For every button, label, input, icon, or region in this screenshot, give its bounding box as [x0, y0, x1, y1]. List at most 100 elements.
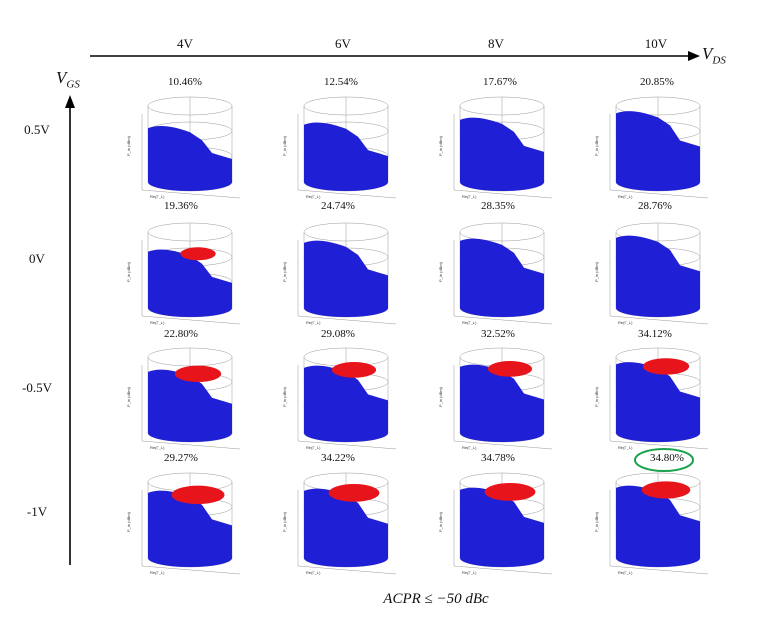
plot-x-label: Re(Γ_L) — [462, 320, 477, 325]
blue-surface-r1-c1 — [304, 240, 388, 317]
row-label-0v: 0V — [29, 251, 45, 266]
red-region-r2-c0 — [174, 365, 222, 383]
plot-y-label: P_in (dBm) — [126, 386, 131, 407]
blue-surface-r2-c0 — [148, 369, 232, 442]
efficiency-plot-r3-c2: P_in (dBm) Re(Γ_L) — [438, 472, 553, 575]
plot-y-label: P_in (dBm) — [126, 135, 131, 156]
blue-surface-r0-c3 — [616, 111, 700, 191]
plot-x-label: Re(Γ_L) — [306, 320, 321, 325]
efficiency-plot-r1-c0: P_in (dBm) Re(Γ_L) — [126, 222, 241, 325]
pct-label-r1-c0: 19.36% — [164, 200, 198, 212]
pct-label-r2-c0: 22.80% — [164, 328, 198, 340]
efficiency-plot-r0-c2: P_in (dBm) Re(Γ_L) — [438, 96, 553, 199]
plot-x-label: Re(Γ_L) — [306, 445, 321, 450]
column-label-8v: 8V — [488, 36, 504, 51]
plot-x-label: Re(Γ_L) — [306, 194, 321, 199]
plot-x-label: Re(Γ_L) — [150, 194, 165, 199]
efficiency-plot-r1-c1: P_in (dBm) Re(Γ_L) — [282, 222, 397, 325]
red-region-r3-c3 — [641, 481, 691, 499]
blue-surface-r1-c0 — [148, 249, 232, 317]
column-label-6v: 6V — [335, 36, 351, 51]
plot-x-label: Re(Γ_L) — [618, 320, 633, 325]
pct-label-r1-c2: 28.35% — [481, 200, 515, 212]
pct-label-r3-c1: 34.22% — [321, 452, 355, 464]
blue-surface-r3-c3 — [616, 485, 700, 567]
row-label-0-5v: 0.5V — [24, 122, 50, 137]
pct-label-r3-c3: 34.80% — [650, 452, 684, 464]
efficiency-plot-r2-c1: P_in (dBm) Re(Γ_L) — [282, 347, 397, 450]
red-region-r2-c3 — [642, 358, 690, 375]
red-region-r1-c0 — [180, 247, 216, 261]
red-region-r2-c1 — [331, 362, 377, 378]
blue-surface-r3-c1 — [304, 488, 388, 567]
pct-label-r2-c2: 32.52% — [481, 328, 515, 340]
plot-x-label: Re(Γ_L) — [462, 570, 477, 575]
plot-x-label: Re(Γ_L) — [462, 445, 477, 450]
plot-y-label: P_in (dBm) — [282, 135, 287, 156]
efficiency-plot-r2-c0: P_in (dBm) Re(Γ_L) — [126, 347, 241, 450]
plot-x-label: Re(Γ_L) — [618, 194, 633, 199]
efficiency-plot-r1-c2: P_in (dBm) Re(Γ_L) — [438, 222, 553, 325]
blue-surface-r3-c2 — [460, 487, 544, 567]
plot-y-label: P_in (dBm) — [594, 511, 599, 532]
plot-y-label: P_in (dBm) — [282, 386, 287, 407]
efficiency-plot-r3-c0: P_in (dBm) Re(Γ_L) — [126, 472, 241, 575]
column-label-10v: 10V — [644, 36, 668, 51]
red-region-r3-c2 — [484, 483, 536, 501]
efficiency-plot-r3-c1: P_in (dBm) Re(Γ_L) — [282, 472, 397, 575]
blue-surface-r1-c2 — [460, 238, 544, 317]
blue-surface-r3-c0 — [148, 490, 232, 567]
plot-x-label: Re(Γ_L) — [150, 570, 165, 575]
efficiency-plot-r2-c2: P_in (dBm) Re(Γ_L) — [438, 347, 553, 450]
plot-y-label: P_in (dBm) — [438, 135, 443, 156]
row-label-minus-0-5v: -0.5V — [22, 380, 52, 395]
pct-label-r0-c0: 10.46% — [168, 76, 202, 88]
blue-surface-r2-c3 — [616, 362, 700, 442]
efficiency-plot-r0-c3: P_in (dBm) Re(Γ_L) — [594, 96, 709, 199]
pct-label-r1-c3: 28.76% — [638, 200, 672, 212]
pct-label-r0-c3: 20.85% — [640, 76, 674, 88]
efficiency-plot-r1-c3: P_in (dBm) Re(Γ_L) — [594, 222, 709, 325]
pct-label-r0-c1: 12.54% — [324, 76, 358, 88]
vgs-axis-title: VGS — [56, 68, 80, 91]
plot-x-label: Re(Γ_L) — [618, 445, 633, 450]
pct-label-r3-c0: 29.27% — [164, 452, 198, 464]
blue-surface-r2-c1 — [304, 365, 388, 442]
plot-y-label: P_in (dBm) — [438, 511, 443, 532]
blue-surface-r0-c0 — [148, 125, 232, 191]
pct-label-r1-c1: 24.74% — [321, 200, 355, 212]
pct-label-r2-c1: 29.08% — [321, 328, 355, 340]
red-region-r3-c1 — [328, 483, 380, 502]
plot-y-label: P_in (dBm) — [282, 511, 287, 532]
row-label-minus-1v: -1V — [26, 504, 48, 519]
red-region-r3-c0 — [171, 485, 225, 505]
acpr-constraint-label: ACPR ≤ −50 dBc — [383, 591, 489, 607]
plot-y-label: P_in (dBm) — [594, 135, 599, 156]
blue-surface-r0-c2 — [460, 117, 544, 191]
blue-surface-r2-c2 — [460, 364, 544, 442]
pct-label-r0-c2: 17.67% — [483, 76, 517, 88]
efficiency-plot-r0-c1: P_in (dBm) Re(Γ_L) — [282, 96, 397, 199]
vds-axis-title: VDS — [702, 44, 726, 67]
plot-y-label: P_in (dBm) — [594, 261, 599, 282]
column-label-4v: 4V — [177, 36, 193, 51]
plot-x-label: Re(Γ_L) — [618, 570, 633, 575]
best-value-highlight — [634, 448, 694, 472]
plot-y-label: P_in (dBm) — [594, 386, 599, 407]
pct-label-r2-c3: 34.12% — [638, 328, 672, 340]
plot-y-label: P_in (dBm) — [282, 261, 287, 282]
efficiency-plot-r3-c3: P_in (dBm) Re(Γ_L) — [594, 472, 709, 575]
plot-x-label: Re(Γ_L) — [462, 194, 477, 199]
red-region-r2-c2 — [487, 361, 533, 377]
blue-surface-r1-c3 — [616, 235, 700, 317]
plot-y-label: P_in (dBm) — [126, 261, 131, 282]
pct-label-r3-c2: 34.78% — [481, 452, 515, 464]
plot-x-label: Re(Γ_L) — [150, 445, 165, 450]
blue-surface-r0-c1 — [304, 122, 388, 191]
plot-y-label: P_in (dBm) — [438, 386, 443, 407]
efficiency-plot-r2-c3: P_in (dBm) Re(Γ_L) — [594, 347, 709, 450]
plot-x-label: Re(Γ_L) — [306, 570, 321, 575]
plot-y-label: P_in (dBm) — [438, 261, 443, 282]
efficiency-plot-r0-c0: P_in (dBm) Re(Γ_L) — [126, 96, 241, 199]
